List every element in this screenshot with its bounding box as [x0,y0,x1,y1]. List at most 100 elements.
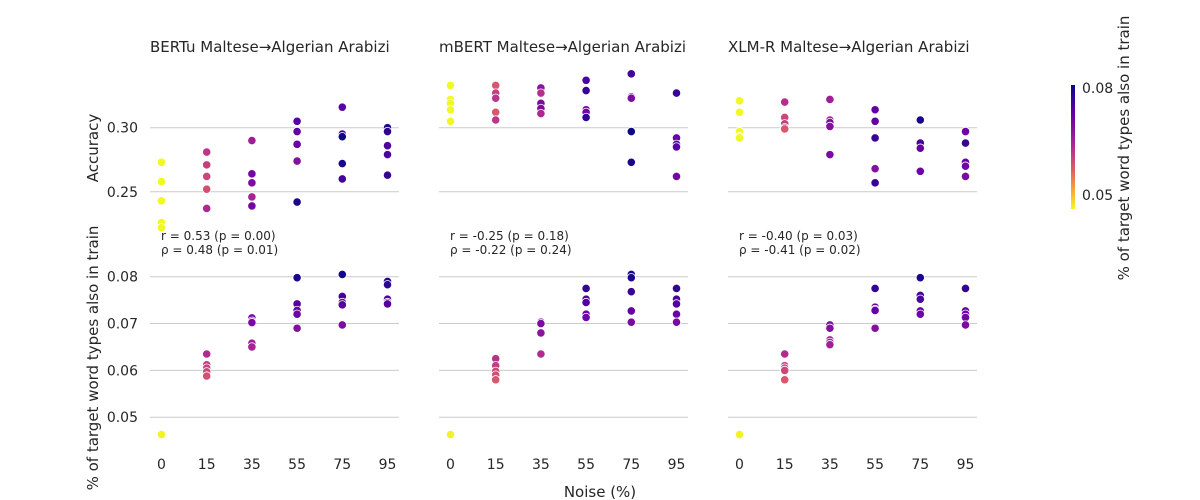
accuracy-point [825,94,835,105]
colorbar: 0.08 0.05 % of target word types also in… [1071,16,1133,281]
overlap-point [915,294,925,304]
y-axis-label-overlap: % of target word types also in train [84,226,102,491]
axis-labels-layer: Accuracy % of target word types also in … [84,114,636,500]
accuracy-point [825,150,835,160]
x-tick-label: 0 [446,457,455,473]
accuracy-point [915,166,925,176]
overlap-point [292,309,302,319]
overlap-point [202,371,212,381]
overlap-point [536,349,546,359]
accuracy-point [870,164,880,174]
overlap-point [960,283,971,294]
overlap-point [780,349,790,359]
stat-pearson: r = -0.25 (p = 0.18) [450,229,569,243]
accuracy-point [915,115,925,125]
accuracy-point [671,88,682,98]
accuracy-point [960,171,971,182]
overlap-point [825,340,835,350]
accuracy-point [915,143,925,153]
accuracy-point [536,108,546,119]
accuracy-point [491,107,501,117]
colorbar-tick-low: 0.05 [1082,188,1113,204]
overlap-point [292,323,302,333]
x-tick-label: 35 [532,457,550,473]
y-tick-label-top: 0.25 [107,185,138,201]
overlap-point [870,283,880,294]
accuracy-point [734,107,745,117]
colorbar-label: % of target word types also in train [1115,16,1133,281]
accuracy-point [156,223,167,233]
stat-spearman: ρ = -0.41 (p = 0.02) [739,243,861,257]
x-tick-label: 95 [957,457,975,473]
accuracy-point [734,96,745,106]
accuracy-point [247,201,257,211]
overlap-point [780,375,790,385]
overlap-point [671,317,682,327]
x-tick-label: 0 [157,457,166,473]
accuracy-point [626,126,636,137]
stat-spearman: ρ = 0.48 (p = 0.01) [161,243,278,257]
x-tick-label: 75 [911,457,929,473]
accuracy-point [870,178,880,188]
accuracy-point [780,97,790,107]
overlap-point [960,320,971,330]
accuracy-point [382,150,393,160]
overlap-point [247,318,257,328]
x-tick-label: 95 [379,457,397,473]
overlap-point [337,269,347,279]
accuracy-point [671,142,682,152]
x-tick-label: 15 [776,457,794,473]
panel-2: mBERT Maltese→Algerian Arabizi 0 15 35 55 75 9… [439,38,688,473]
accuracy-point [247,135,257,146]
overlap-point [626,317,636,327]
accuracy-point [581,75,591,85]
overlap-point [870,323,880,333]
accuracy-point [292,116,302,126]
overlap-point [671,309,682,319]
accuracy-point [491,80,501,90]
overlap-point [671,299,682,309]
accuracy-point [202,184,212,194]
overlap-point [491,375,501,385]
accuracy-point [491,93,501,103]
accuracy-point [626,93,636,103]
accuracy-point [780,124,790,134]
overlap-point [536,328,546,338]
accuracy-point [156,196,167,206]
accuracy-point [960,126,971,137]
accuracy-point [156,176,167,187]
accuracy-point [337,132,347,142]
accuracy-point [445,116,456,126]
overlap-point [626,306,636,316]
panel-3: XLM-R Maltese→Algerian Arabizi 0 15 35 55 75 9… [728,38,977,473]
x-tick-label: 35 [243,457,261,473]
overlap-point [870,305,880,316]
overlap-point [915,273,925,283]
x-tick-label: 35 [821,457,839,473]
stat-spearman: ρ = -0.22 (p = 0.24) [450,243,572,257]
y-tick-label-bottom: 0.06 [107,363,138,379]
accuracy-point [960,161,971,171]
overlap-point [247,342,257,352]
overlap-point [292,273,302,283]
accuracy-point [445,105,456,115]
accuracy-point [156,157,167,167]
accuracy-point [382,126,393,137]
accuracy-point [870,105,880,115]
x-axis-label: Noise (%) [564,483,636,500]
overlap-point [581,283,591,294]
overlap-point [825,323,835,333]
y-tick-label-bottom: 0.08 [107,270,138,286]
accuracy-point [581,85,591,96]
panel-title: mBERT Maltese→Algerian Arabizi [439,38,686,56]
x-tick-label: 55 [577,457,595,473]
accuracy-point [292,197,302,207]
accuracy-point [734,133,745,143]
accuracy-point [382,170,393,180]
panel-1: BERTu Maltese→Algerian Arabizi 0.25 0.30 0.… [107,38,399,473]
x-tick-label: 55 [866,457,884,473]
overlap-point [382,280,393,290]
accuracy-point [247,192,257,202]
x-tick-label: 75 [622,457,640,473]
